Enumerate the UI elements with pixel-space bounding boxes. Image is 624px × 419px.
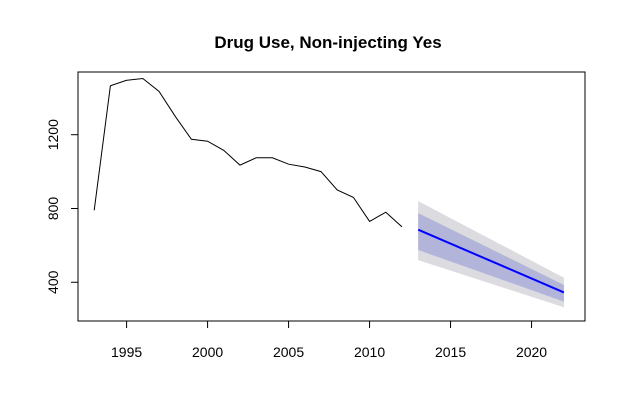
x-axis: 1995 2000 2005 2010 2015 2020 [111, 320, 547, 360]
x-tick-label: 2010 [354, 344, 385, 360]
chart-title: Drug Use, Non-injecting Yes [214, 33, 441, 52]
x-tick-label: 2005 [273, 344, 304, 360]
forecast-mean-line [417, 228, 565, 294]
x-tick-label: 2000 [192, 344, 223, 360]
forecast-band-80 [418, 213, 564, 302]
x-tick-label: 2020 [516, 344, 547, 360]
x-tick-label: 2015 [435, 344, 466, 360]
y-tick-label: 1200 [45, 119, 61, 150]
y-tick-label: 800 [45, 197, 61, 221]
y-axis: 400 800 1200 [45, 119, 79, 294]
x-tick-label: 1995 [111, 344, 142, 360]
y-tick-label: 400 [45, 270, 61, 294]
observed-series-line [93, 77, 403, 228]
